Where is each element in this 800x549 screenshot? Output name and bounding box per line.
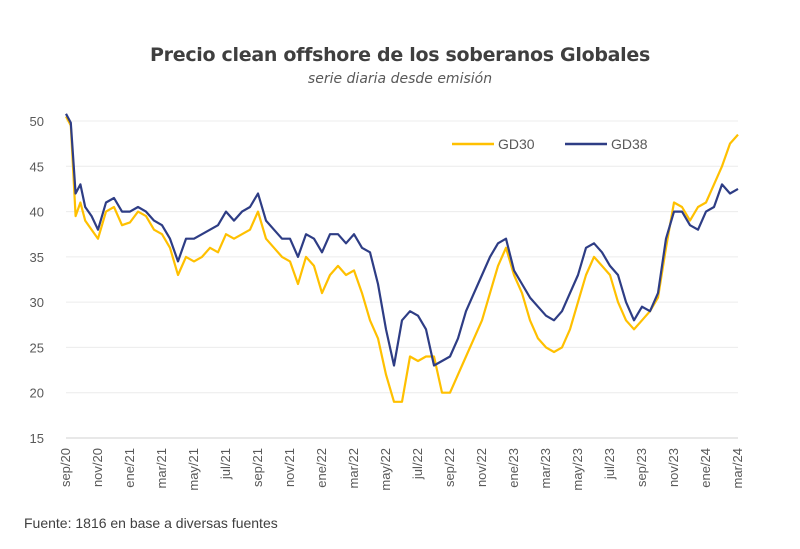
x-tick-label: sep/23	[634, 448, 649, 487]
x-tick-label: mar/22	[346, 448, 361, 488]
y-tick-label: 20	[30, 386, 44, 401]
x-tick-label: ene/21	[122, 448, 137, 488]
x-tick-label: ene/24	[698, 448, 713, 488]
y-tick-label: 25	[30, 340, 44, 355]
y-axis: 15 20 25 30 35 40 45 50	[30, 114, 44, 446]
x-tick-label: jul/21	[218, 448, 233, 480]
y-tick-label: 15	[30, 431, 44, 446]
x-tick-label: may/22	[378, 448, 393, 491]
chart-title: Precio clean offshore de los soberanos G…	[150, 44, 650, 66]
y-tick-label: 35	[30, 250, 44, 265]
x-tick-label: sep/21	[250, 448, 265, 487]
legend-label-gd30: GD30	[498, 136, 535, 152]
series-line-gd38	[65, 113, 739, 367]
y-tick-label: 45	[30, 159, 44, 174]
x-axis: sep/20 nov/20 ene/21 mar/21 may/21 jul/21 sep/…	[58, 448, 745, 491]
legend-label-gd38: GD38	[611, 136, 648, 152]
gridlines	[66, 120, 738, 439]
x-tick-label: ene/22	[314, 448, 329, 488]
y-tick-label: 40	[30, 205, 44, 220]
x-tick-label: nov/23	[666, 448, 681, 487]
source-note: Fuente: 1816 en base a diversas fuentes	[24, 515, 278, 531]
x-tick-label: mar/21	[154, 448, 169, 488]
x-tick-label: ene/23	[506, 448, 521, 488]
x-tick-label: nov/21	[282, 448, 297, 487]
x-tick-label: jul/22	[410, 448, 425, 480]
x-tick-label: may/23	[570, 448, 585, 491]
y-tick-label: 50	[30, 114, 44, 129]
chart-subtitle: serie diaria desde emisión	[307, 71, 493, 87]
x-tick-label: mar/23	[538, 448, 553, 488]
series-line-gd30	[65, 115, 739, 403]
x-tick-label: nov/20	[90, 448, 105, 487]
series-lines	[65, 113, 739, 403]
y-tick-label: 30	[30, 295, 44, 310]
x-tick-label: sep/22	[442, 448, 457, 487]
x-tick-label: jul/23	[602, 448, 617, 480]
legend: GD30 GD38	[452, 136, 648, 152]
x-tick-label: mar/24	[730, 448, 745, 488]
x-tick-label: sep/20	[58, 448, 73, 487]
x-tick-label: may/21	[186, 448, 201, 491]
x-tick-label: nov/22	[474, 448, 489, 487]
